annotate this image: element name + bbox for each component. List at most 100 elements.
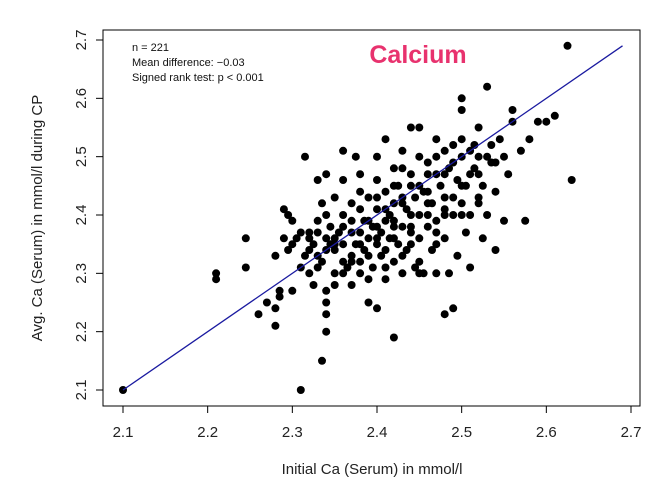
- chart-title: Calcium: [369, 41, 466, 69]
- data-point: [423, 187, 432, 196]
- data-point: [500, 152, 508, 161]
- y-axis-title: Avg. Ca (Serum) in mmol/l during CP: [29, 95, 46, 341]
- data-point: [474, 199, 483, 208]
- data-point: [305, 228, 314, 237]
- data-point: [292, 234, 301, 243]
- data-point: [271, 321, 280, 330]
- data-point: [491, 246, 500, 254]
- data-point: [241, 234, 250, 243]
- data-point: [436, 181, 445, 190]
- data-point: [377, 228, 386, 237]
- data-point: [508, 106, 517, 114]
- data-point: [525, 135, 534, 144]
- data-point: [339, 222, 348, 231]
- data-point: [415, 234, 424, 243]
- data-point: [449, 304, 458, 313]
- y-tick-label: 2.4: [73, 205, 90, 226]
- data-point: [466, 211, 475, 219]
- data-point: [411, 263, 420, 272]
- data-point: [389, 164, 398, 173]
- data-point: [347, 281, 356, 289]
- data-point: [423, 222, 432, 231]
- x-axis-title: Initial Ca (Serum) in mmol/l: [282, 461, 463, 478]
- data-point: [440, 205, 449, 214]
- data-point: [305, 234, 314, 243]
- data-point: [309, 240, 318, 249]
- data-point: [322, 310, 331, 319]
- data-point: [453, 176, 462, 184]
- data-point: [360, 246, 369, 254]
- data-point: [330, 269, 339, 278]
- data-point: [440, 310, 449, 319]
- data-point: [432, 135, 441, 144]
- data-point: [398, 146, 407, 155]
- x-tick-label: 2.6: [536, 424, 557, 441]
- data-point: [364, 193, 373, 202]
- data-point: [356, 257, 365, 266]
- data-point: [373, 240, 381, 249]
- y-axis: 2.1 2.2 2.3 2.4 2.5 2.6 2.7: [73, 30, 103, 400]
- data-point: [415, 211, 424, 219]
- data-point: [389, 333, 398, 342]
- data-point: [504, 170, 513, 179]
- data-point: [262, 298, 271, 307]
- data-point: [313, 216, 322, 225]
- data-point: [305, 269, 314, 278]
- data-point: [381, 187, 390, 196]
- data-point: [398, 164, 407, 173]
- x-axis: 2.1 2.2 2.3 2.4 2.5 2.6 2.7: [113, 406, 642, 441]
- data-point: [483, 82, 492, 91]
- data-point: [381, 263, 390, 272]
- data-point: [313, 263, 322, 272]
- x-tick-label: 2.7: [621, 424, 642, 441]
- data-point: [521, 216, 530, 225]
- data-point: [406, 170, 415, 179]
- data-point: [322, 286, 331, 295]
- data-point: [495, 135, 504, 144]
- data-point: [440, 193, 449, 202]
- data-point: [296, 386, 305, 394]
- data-point: [406, 181, 415, 190]
- data-point: [347, 251, 356, 260]
- data-point: [432, 152, 441, 161]
- data-point: [347, 199, 356, 208]
- data-point: [533, 117, 542, 126]
- data-point: [567, 176, 576, 184]
- data-point: [563, 41, 572, 50]
- data-point: [330, 193, 339, 202]
- data-point: [322, 211, 331, 219]
- data-point: [381, 216, 390, 225]
- data-point: [398, 251, 407, 260]
- data-point: [474, 193, 483, 202]
- x-tick-label: 2.1: [113, 424, 134, 441]
- data-point: [432, 216, 441, 225]
- data-point: [402, 246, 411, 254]
- data-point: [466, 170, 475, 179]
- data-point: [389, 181, 398, 190]
- data-point: [500, 216, 508, 225]
- annotation-signed-rank-test: Signed rank test: p < 0.001: [132, 72, 264, 84]
- data-point: [356, 170, 365, 179]
- data-point: [402, 205, 411, 214]
- data-point: [334, 228, 343, 237]
- data-point: [453, 251, 462, 260]
- data-point: [428, 246, 436, 254]
- data-point: [288, 286, 297, 295]
- data-point: [356, 228, 365, 237]
- data-point: [423, 170, 432, 179]
- data-point: [457, 106, 466, 114]
- data-point: [474, 170, 483, 179]
- data-point: [423, 211, 432, 219]
- data-point: [398, 269, 407, 278]
- data-point: [406, 123, 415, 132]
- data-point: [356, 240, 365, 249]
- data-point: [275, 292, 284, 301]
- annotation-mean-difference: Mean difference: −0.03: [132, 57, 245, 69]
- data-point: [364, 251, 373, 260]
- data-point: [373, 176, 381, 184]
- data-point: [284, 211, 293, 219]
- data-point: [313, 228, 322, 237]
- data-point: [279, 205, 288, 214]
- data-point: [254, 310, 263, 319]
- y-tick-label: 2.5: [73, 146, 90, 167]
